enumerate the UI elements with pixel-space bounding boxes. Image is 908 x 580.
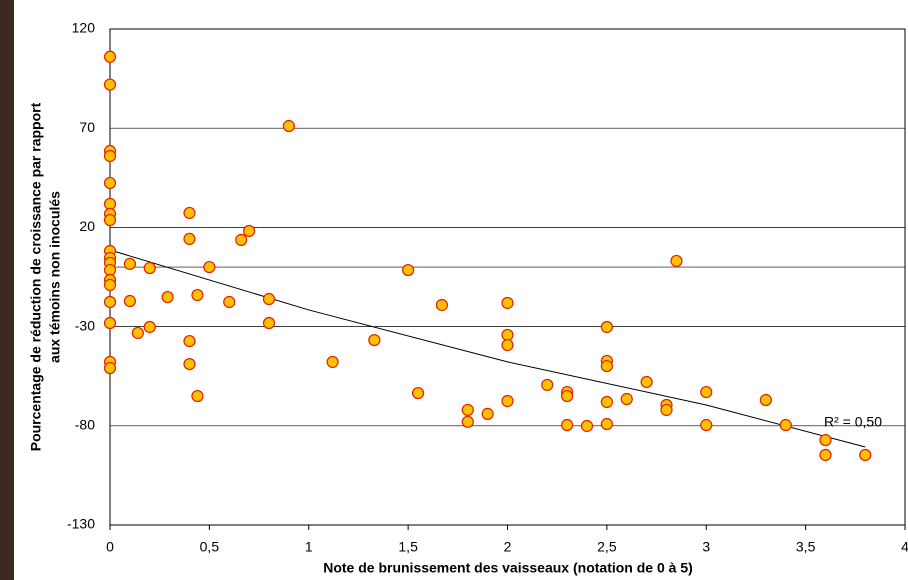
- point: [105, 177, 116, 188]
- point: [562, 391, 573, 402]
- point: [641, 376, 652, 387]
- point: [403, 265, 414, 276]
- point: [502, 329, 513, 340]
- point: [701, 420, 712, 431]
- point: [184, 233, 195, 244]
- point: [327, 356, 338, 367]
- point: [224, 296, 235, 307]
- point: [482, 408, 493, 419]
- y-tick-label: 70: [79, 119, 95, 135]
- point: [671, 255, 682, 266]
- point: [601, 361, 612, 372]
- y-tick-label: -30: [75, 317, 95, 333]
- point: [820, 435, 831, 446]
- point: [462, 416, 473, 427]
- point: [105, 51, 116, 62]
- point: [244, 225, 255, 236]
- point: [860, 449, 871, 460]
- point: [192, 290, 203, 301]
- point: [105, 296, 116, 307]
- y-tick-label: 20: [79, 218, 95, 234]
- point: [369, 335, 380, 346]
- point: [542, 379, 553, 390]
- point: [502, 396, 513, 407]
- point: [184, 359, 195, 370]
- point: [124, 258, 135, 269]
- point: [192, 391, 203, 402]
- r-squared-label: R² = 0,50: [824, 414, 882, 430]
- point: [105, 150, 116, 161]
- y-tick-label: -130: [67, 516, 95, 532]
- point: [184, 207, 195, 218]
- point: [582, 420, 593, 431]
- point: [283, 121, 294, 132]
- point: [124, 296, 135, 307]
- point: [601, 419, 612, 430]
- chart: Note de brunissement des vaisseaux (nota…: [0, 0, 908, 580]
- point: [204, 262, 215, 273]
- point: [820, 449, 831, 460]
- y-tick-label: 120: [72, 20, 96, 36]
- photo-strip: [0, 0, 14, 580]
- point: [661, 404, 672, 415]
- y-axis-title: aux témoins non inoculés: [47, 191, 63, 363]
- point: [162, 292, 173, 303]
- x-tick-label: 1,5: [398, 539, 418, 555]
- point: [780, 420, 791, 431]
- point: [105, 279, 116, 290]
- point: [236, 234, 247, 245]
- point: [760, 395, 771, 406]
- point: [621, 394, 632, 405]
- point: [502, 340, 513, 351]
- point: [502, 297, 513, 308]
- plot-area: [110, 29, 905, 525]
- x-tick-label: 2: [504, 539, 512, 555]
- point: [184, 336, 195, 347]
- x-tick-label: 3,5: [796, 539, 816, 555]
- x-tick-label: 0,5: [200, 539, 220, 555]
- point: [105, 318, 116, 329]
- point: [264, 318, 275, 329]
- x-tick-label: 3: [702, 539, 710, 555]
- point: [105, 363, 116, 374]
- point: [105, 215, 116, 226]
- point: [105, 79, 116, 90]
- point: [144, 263, 155, 274]
- point: [462, 404, 473, 415]
- point: [701, 387, 712, 398]
- y-tick-label: -80: [75, 417, 95, 433]
- y-axis-title: Pourcentage de réduction de croissance p…: [28, 102, 44, 451]
- point: [601, 396, 612, 407]
- point: [413, 388, 424, 399]
- point: [144, 321, 155, 332]
- x-tick-label: 1: [305, 539, 313, 555]
- x-tick-label: 4: [901, 539, 908, 555]
- x-tick-label: 2,5: [597, 539, 617, 555]
- point: [601, 321, 612, 332]
- point: [436, 299, 447, 310]
- x-axis-title: Note de brunissement des vaisseaux (nota…: [323, 560, 693, 576]
- x-tick-label: 0: [106, 539, 114, 555]
- point: [132, 327, 143, 338]
- point: [264, 294, 275, 305]
- point: [562, 420, 573, 431]
